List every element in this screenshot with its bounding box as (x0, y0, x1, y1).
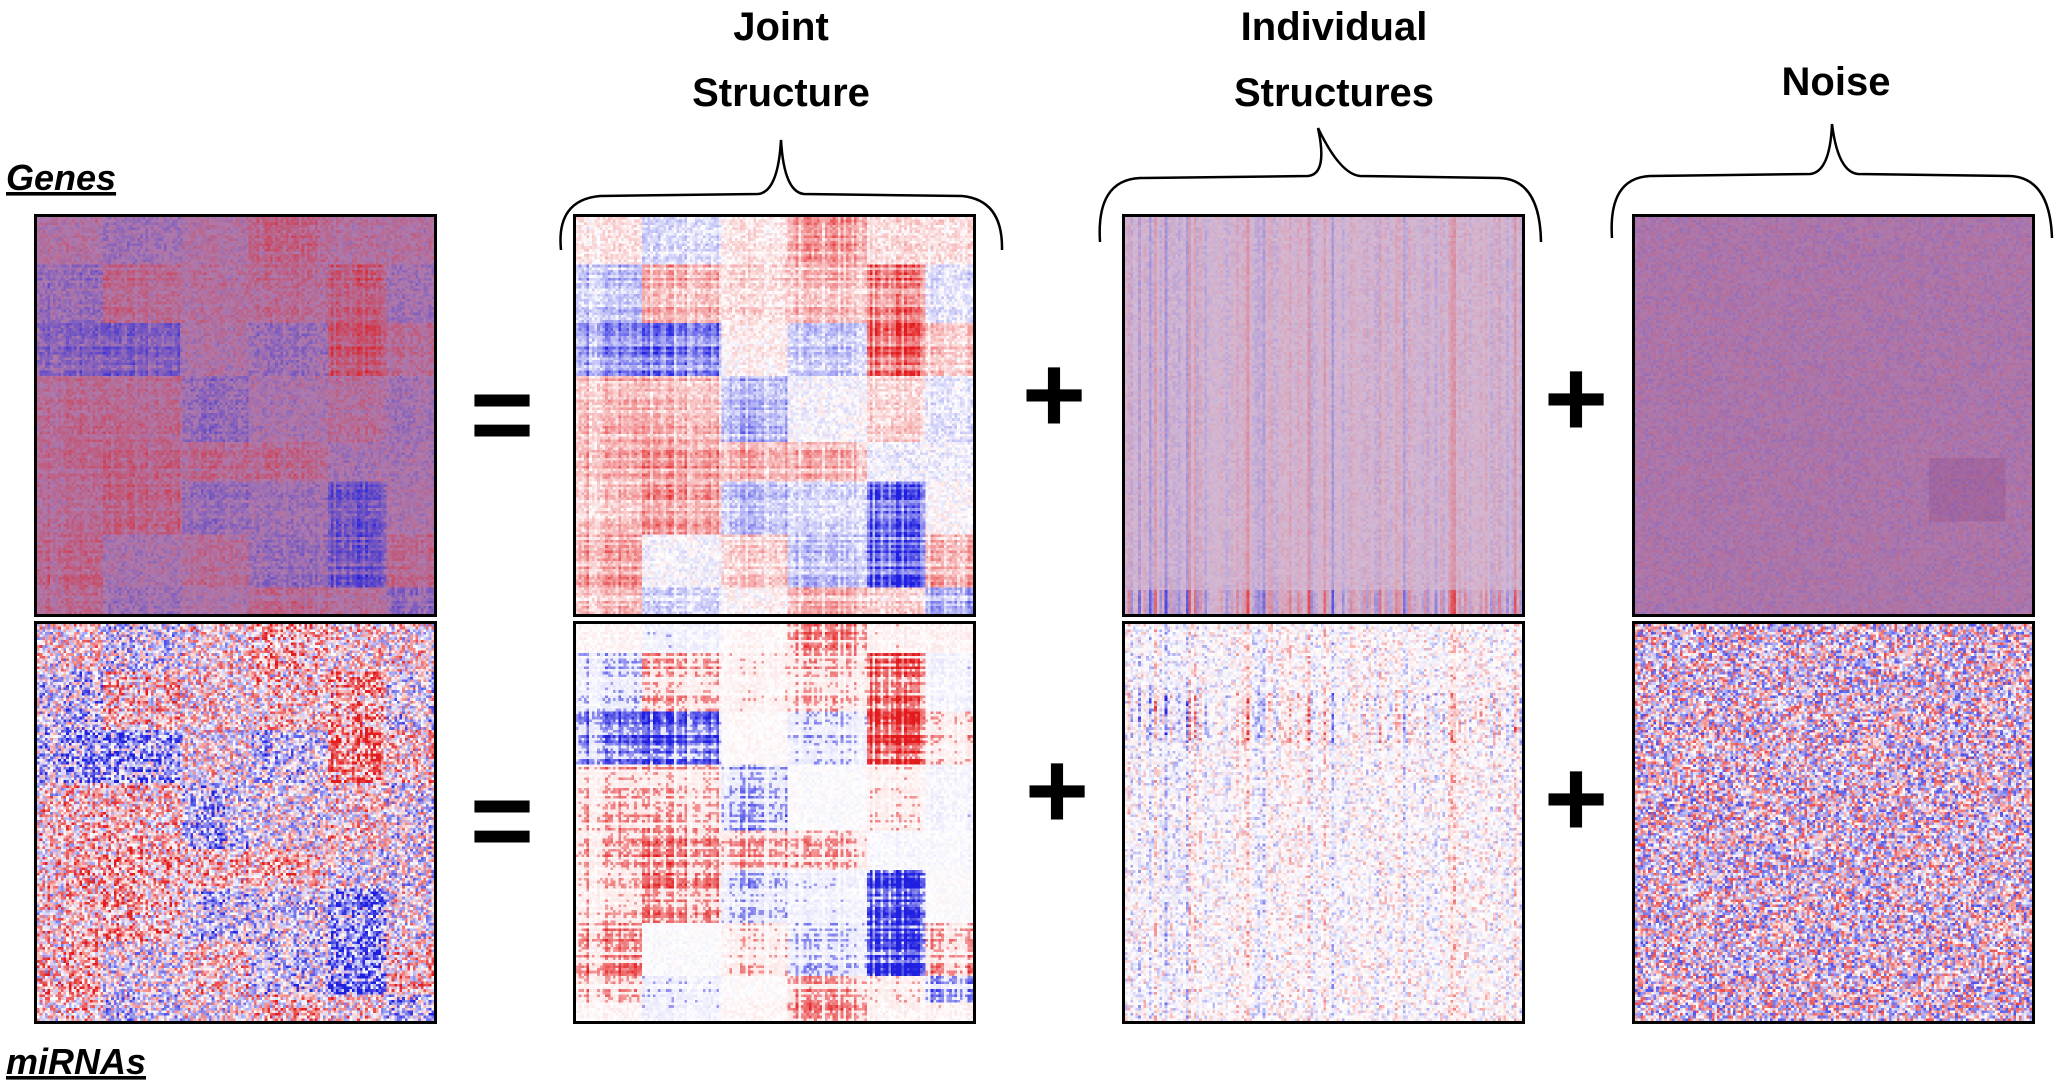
mirnas-noise-heatmap (1632, 621, 2035, 1024)
genes-joint-heatmap (573, 214, 976, 617)
plus-operator-mirnas-1: + (1025, 729, 1089, 852)
genes-individual-heatmap (1122, 214, 1525, 617)
mirnas-individual-heatmap (1122, 621, 1525, 1024)
plus-operator-genes-1: + (1022, 333, 1086, 456)
mirnas-data-heatmap (34, 621, 437, 1024)
individual-title-line1: Individual (1241, 5, 1428, 49)
noise-title: Noise (1782, 60, 1891, 104)
plus-operator-genes-2: + (1544, 337, 1608, 460)
joint-brace (559, 139, 1004, 251)
genes-label: Genes (6, 157, 116, 198)
plus-operator-mirnas-2: + (1544, 737, 1608, 860)
individual-brace (1098, 127, 1543, 243)
joint-title-line2: Structure (692, 71, 870, 115)
mirnas-label: miRNAs (6, 1041, 146, 1082)
genes-data-heatmap (34, 214, 437, 617)
joint-title-line1: Joint (733, 5, 829, 49)
equals-operator-mirnas: = (470, 759, 534, 882)
mirnas-joint-heatmap (573, 621, 976, 1024)
equals-operator-genes: = (470, 353, 534, 476)
noise-brace (1610, 123, 2054, 239)
individual-title-line2: Structures (1234, 71, 1434, 115)
genes-noise-heatmap (1632, 214, 2035, 617)
